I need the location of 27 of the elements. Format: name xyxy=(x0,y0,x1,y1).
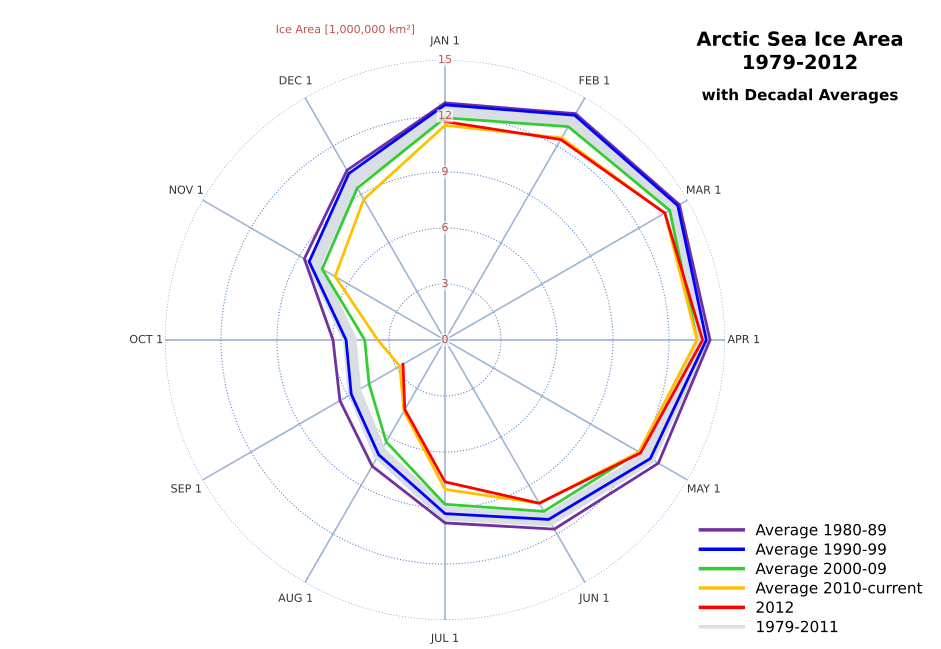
y-tick-label: 6 xyxy=(442,222,448,232)
legend-label: Average 2010-current xyxy=(756,582,922,597)
spoke-label: MAR 1 xyxy=(687,186,720,194)
spoke-label: AUG 1 xyxy=(278,594,312,602)
spoke-label: JUN 1 xyxy=(578,594,609,604)
legend-label: 2012 xyxy=(756,601,793,613)
spoke-label: JAN 1 xyxy=(430,36,459,47)
y-tick-label: 3 xyxy=(442,278,448,288)
spoke-label: NOV 1 xyxy=(170,185,203,194)
spoke-label: DEC 1 xyxy=(280,76,312,84)
text: Ice Area [1,000,000 km²] xyxy=(276,24,414,35)
spoke-label: FEB 1 xyxy=(580,76,610,84)
text: with Decadal Averages xyxy=(702,88,898,104)
spoke-label: SEP 1 xyxy=(171,484,201,493)
legend-label: Average 1990-99 xyxy=(756,543,886,558)
spoke-label: OCT 1 xyxy=(130,334,162,344)
y-tick-label: 9 xyxy=(442,166,448,176)
y-tick-label: 0 xyxy=(442,334,448,344)
y-tick-label: 15 xyxy=(439,54,452,64)
spoke-label: JUL 1 xyxy=(430,634,458,644)
legend-label: Average 2000-09 xyxy=(756,562,886,578)
legend-label: Average 1980-89 xyxy=(756,524,886,538)
spoke-label: APR 1 xyxy=(728,334,760,344)
chart-title: Arctic Sea Ice Area 1979-2012 xyxy=(696,30,902,70)
legend-label: 1979-2011 xyxy=(757,620,838,632)
spoke-label: MAY 1 xyxy=(688,484,720,492)
y-tick-label: 12 xyxy=(439,110,451,120)
